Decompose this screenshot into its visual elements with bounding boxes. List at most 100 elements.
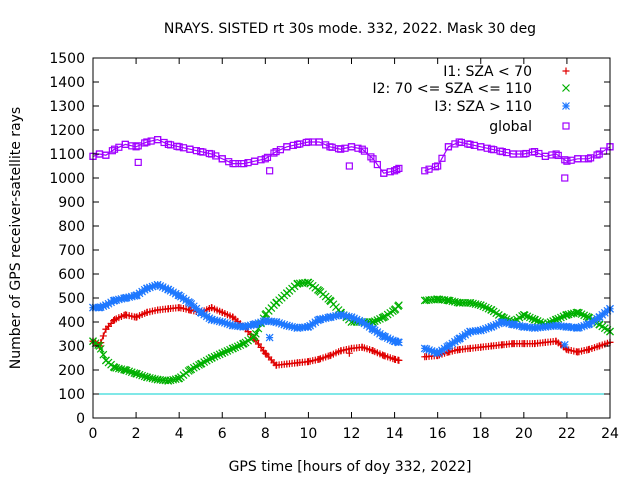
data-point <box>563 157 571 165</box>
series-mark <box>120 365 128 374</box>
series-mark <box>96 303 105 312</box>
series-mark <box>425 346 433 354</box>
series-mark <box>153 280 162 289</box>
series-mark <box>376 329 384 338</box>
series-mark <box>484 304 493 313</box>
x-tick-label: 18 <box>472 426 490 442</box>
series-mark <box>445 341 454 350</box>
series-mark <box>140 285 149 294</box>
series-mark <box>438 346 446 355</box>
series-mark <box>394 356 402 364</box>
outlier-point <box>266 167 274 175</box>
series-mark <box>556 313 565 322</box>
series-line-3-0 <box>92 138 400 174</box>
series-1 <box>89 278 614 385</box>
series-mark <box>311 318 320 327</box>
series-mark <box>593 151 601 159</box>
y-tick-label: 1200 <box>49 123 85 139</box>
series-mark <box>494 319 503 328</box>
series-mark <box>461 330 470 339</box>
series-mark <box>130 292 139 300</box>
series-mark <box>277 319 286 328</box>
series-mark <box>450 337 459 346</box>
series-mark <box>99 350 108 359</box>
y-tick-label: 0 <box>76 411 85 427</box>
series-mark <box>171 375 180 384</box>
series-mark <box>122 366 131 375</box>
legend-marker-3 <box>562 122 570 130</box>
series-mark <box>135 370 144 379</box>
series-mark <box>431 163 440 171</box>
series-mark <box>197 309 206 317</box>
series-mark <box>367 153 375 161</box>
series-mark <box>476 301 485 310</box>
y-tick-label: 1100 <box>49 147 85 163</box>
series-mark <box>166 286 175 295</box>
series-mark <box>176 292 185 301</box>
series-mark <box>223 319 232 328</box>
series-mark <box>432 348 441 357</box>
data-point <box>552 150 560 158</box>
data-point <box>261 155 269 163</box>
series-mark <box>350 314 359 323</box>
data-point <box>420 344 429 353</box>
series-mark <box>102 301 110 310</box>
series-mark <box>456 334 464 343</box>
series-mark <box>448 339 457 348</box>
legend-marker-0 <box>562 67 570 75</box>
x-axis-label: GPS time [hours of doy 332, 2022] <box>229 459 472 475</box>
series-mark <box>174 291 183 300</box>
series-mark <box>572 308 581 317</box>
series-mark <box>205 314 214 323</box>
series-mark <box>373 328 382 337</box>
legend: I1: SZA < 70 I2: 70 <= SZA <= 110 I3: SZ… <box>372 64 570 135</box>
series-mark <box>481 303 490 312</box>
y-tick-label: 1400 <box>49 75 85 91</box>
chart-title: NRAYS. SISTED rt 30s mode. 332, 2022. Ma… <box>164 21 536 37</box>
series-mark <box>590 316 599 325</box>
series-mark <box>347 313 356 322</box>
series-mark <box>388 336 397 345</box>
legend-marker-1 <box>562 84 570 92</box>
series-mark <box>94 341 103 349</box>
series-mark <box>378 331 387 340</box>
series-mark <box>102 151 110 159</box>
plot-area <box>89 136 614 395</box>
y-axis-label: Number of GPS receiver-satellite rays <box>8 107 24 369</box>
series-mark <box>249 320 258 329</box>
series-mark <box>479 302 488 311</box>
y-tick-label: 1000 <box>49 171 85 187</box>
series-mark <box>427 347 436 355</box>
series-mark <box>127 368 136 377</box>
series-mark <box>453 336 462 344</box>
series-mark <box>381 333 390 341</box>
series-mark <box>171 289 180 298</box>
data-point <box>110 145 119 153</box>
series-mark <box>207 353 216 362</box>
series-mark <box>109 362 118 371</box>
series-mark <box>138 371 147 380</box>
x-tick-label: 14 <box>386 426 404 442</box>
series-mark <box>394 338 402 347</box>
series-mark <box>481 324 490 333</box>
outlier-point <box>345 162 353 170</box>
plot-frame <box>92 57 611 419</box>
series-mark <box>143 284 152 293</box>
series-mark <box>575 323 583 332</box>
series-mark <box>251 329 260 338</box>
series-mark <box>313 316 322 325</box>
series-mark <box>487 323 496 331</box>
x-tick-label: 6 <box>218 426 227 442</box>
series-mark <box>383 334 392 343</box>
series-mark <box>528 314 537 323</box>
series-mark <box>525 313 534 322</box>
data-point <box>132 143 140 151</box>
series-mark <box>151 281 159 290</box>
series-mark <box>577 310 586 319</box>
y-tick-label: 500 <box>58 291 85 307</box>
series-mark <box>231 343 240 352</box>
data-point <box>421 167 429 175</box>
data-point <box>111 316 119 324</box>
x-tick-label: 4 <box>175 426 184 442</box>
series-mark <box>422 345 431 353</box>
